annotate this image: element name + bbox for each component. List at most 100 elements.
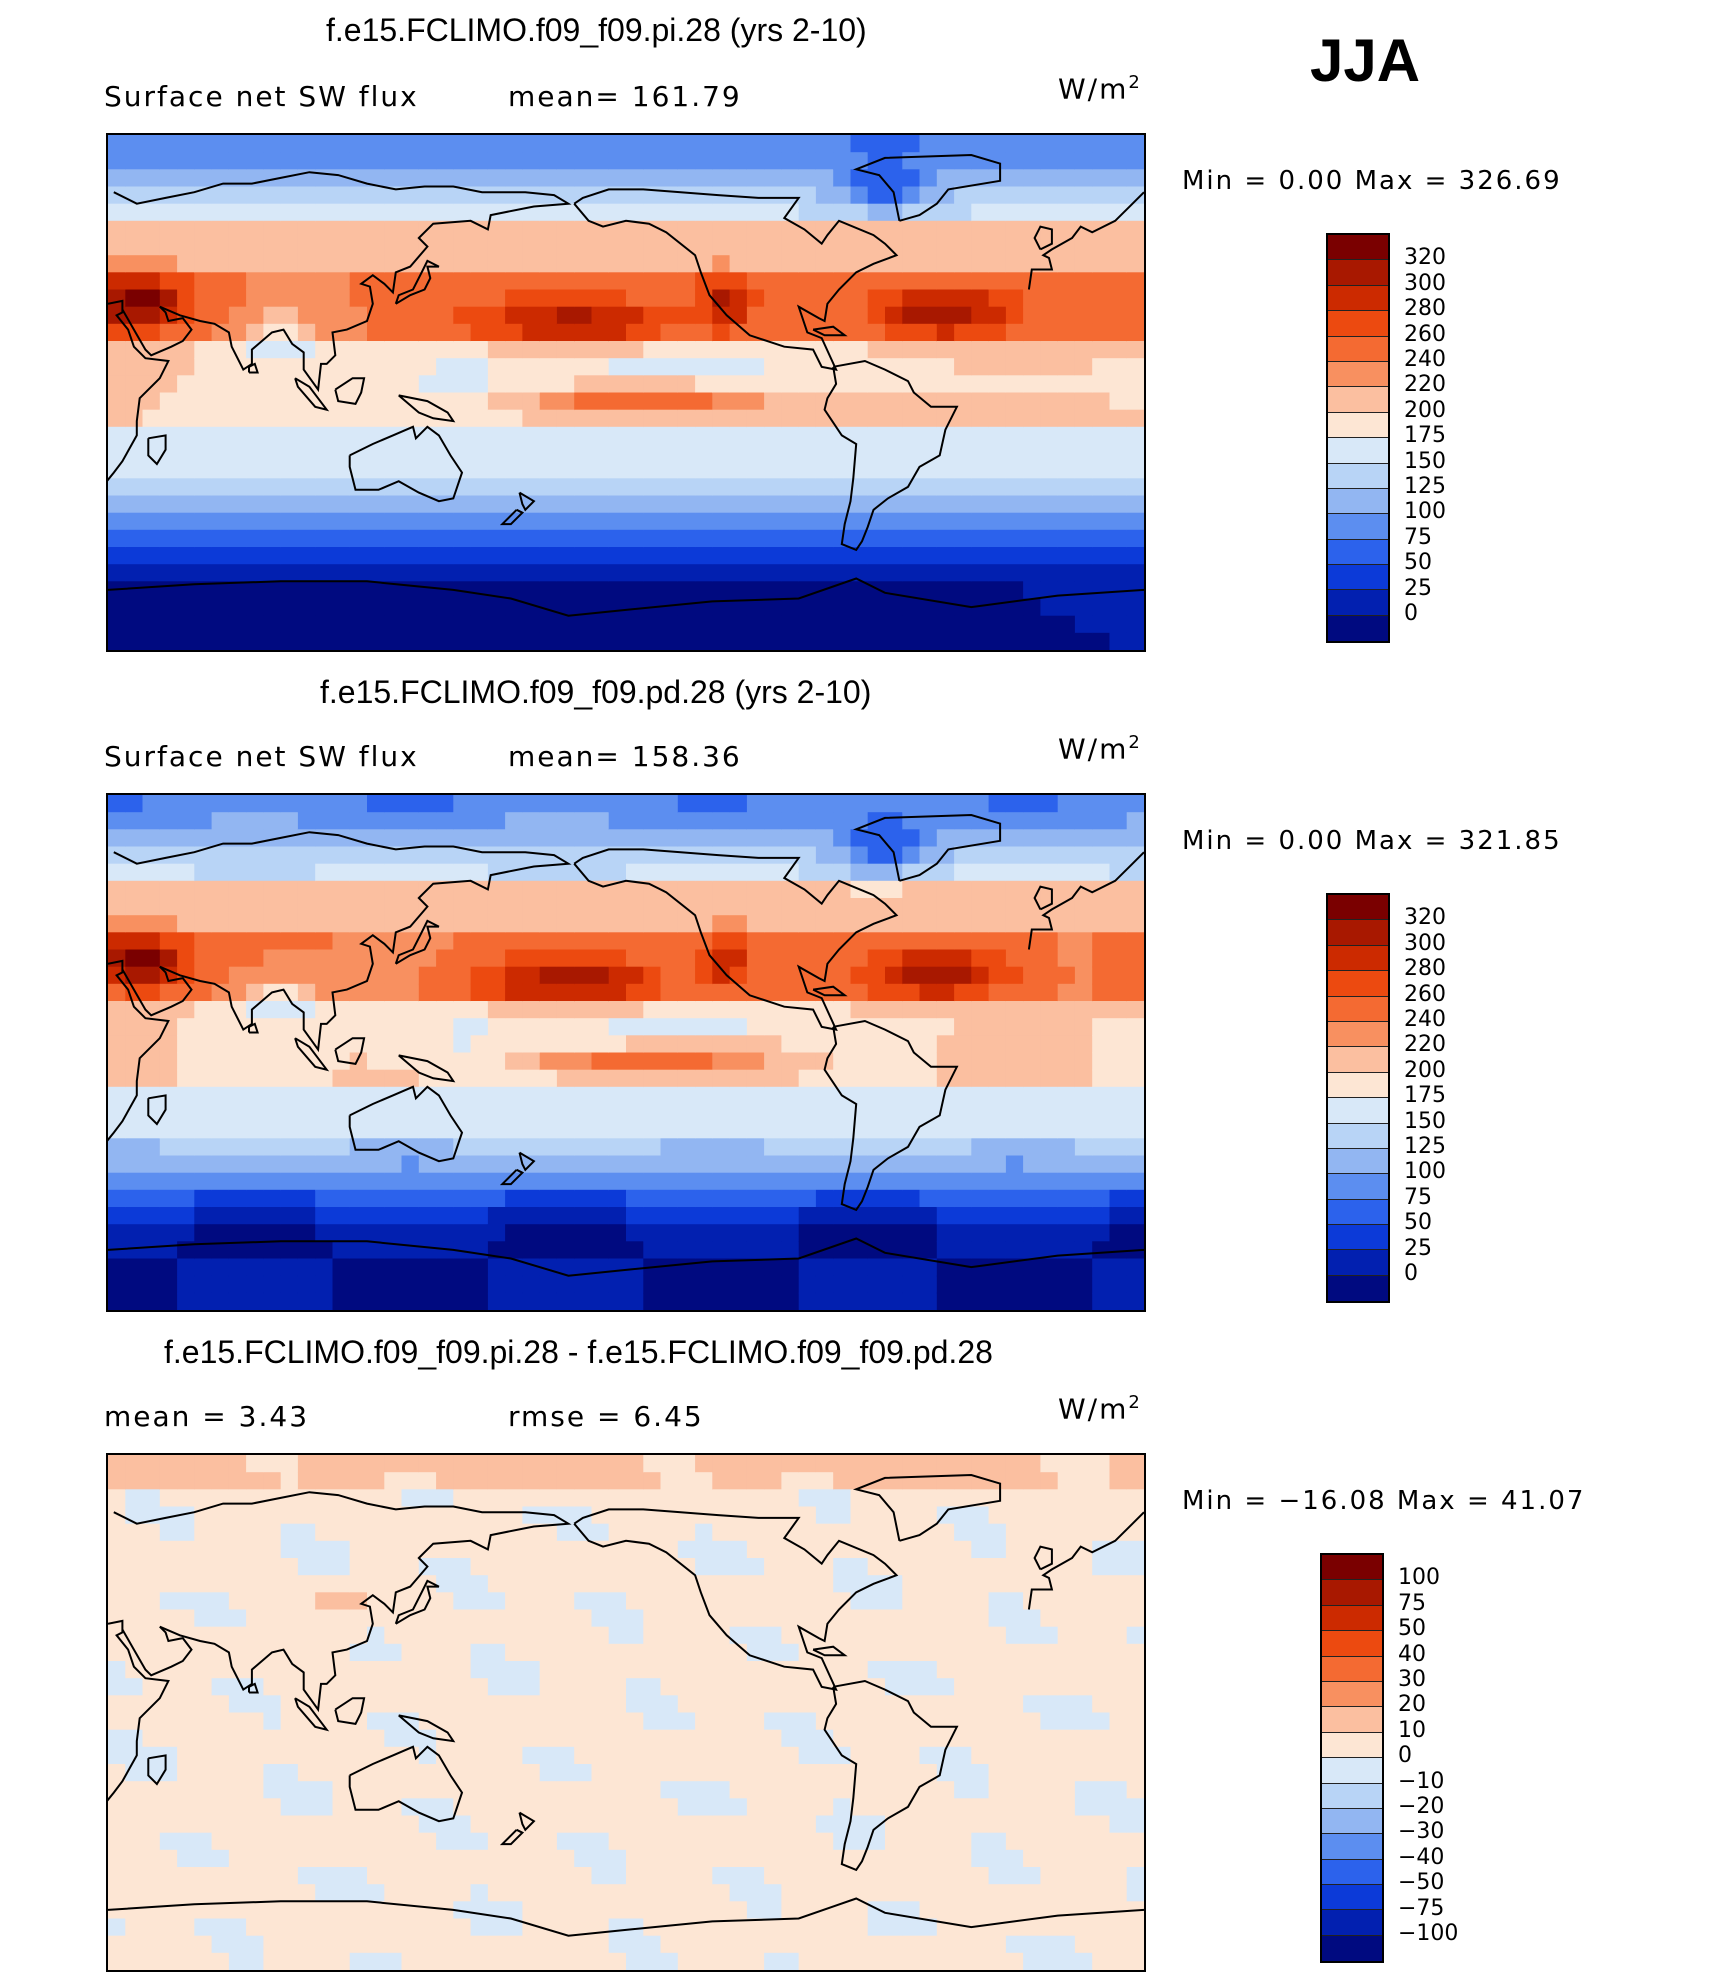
colorbar-tick-label: 100 [1404,1159,1446,1185]
colorbar-tick-label: 0 [1398,1743,1412,1769]
colorbar-tick-label: −40 [1398,1844,1445,1870]
colorbar-tick-label: −10 [1398,1768,1445,1794]
colorbar-tick-label: 40 [1398,1641,1426,1667]
colorbar-swatch [1328,1098,1388,1124]
colorbar-swatch [1328,1123,1388,1149]
colorbar-swatch [1322,1631,1382,1657]
colorbar-swatch [1328,1072,1388,1099]
colorbar-tick-label: 30 [1398,1667,1426,1692]
colorbar-swatch [1328,463,1388,489]
colorbar-swatch [1322,1707,1382,1733]
colorbar-swatch [1322,1885,1382,1911]
colorbar-swatch [1328,895,1388,921]
panel-1-mean-label: mean= 161.79 [508,80,742,113]
colorbar-swatch [1328,285,1388,312]
colorbar-tick-label: 20 [1398,1692,1426,1718]
colorbar-swatch [1322,1758,1382,1784]
colorbar-swatch [1322,1580,1382,1606]
colorbar-tick-label: 25 [1404,575,1432,601]
colorbar-tick-label: 175 [1404,423,1446,449]
colorbar-swatch [1328,1021,1388,1048]
colorbar-swatch [1328,539,1388,566]
colorbar-swatch [1328,945,1388,972]
colorbar-tick-label: 150 [1404,1108,1446,1134]
season-label: JJA [1310,27,1421,94]
panel-3-rmse-label: rmse = 6.45 [508,1400,704,1433]
colorbar-tick-label: 280 [1404,296,1446,322]
panel-1-min-max: Min = 0.00 Max = 326.69 [1182,166,1562,196]
coastlines [108,813,1144,1277]
panel-1-map [106,133,1146,652]
colorbar-tick-label: 200 [1404,1057,1446,1083]
colorbar-tick-label: 25 [1404,1235,1432,1261]
coastlines [108,153,1144,617]
panel-1-title: f.e15.FCLIMO.f09_f09.pi.28 (yrs 2-10) [326,12,867,48]
colorbar-swatch [1322,1910,1382,1936]
colorbar-swatch [1328,387,1388,413]
coastlines [108,1473,1144,1937]
colorbar-swatch [1328,920,1388,946]
colorbar-swatch [1328,1199,1388,1226]
colorbar-tick-label: 200 [1404,397,1446,423]
colorbar-tick-label: 320 [1404,905,1446,931]
colorbar-swatch [1328,235,1388,261]
colorbar-swatch [1328,1275,1388,1302]
panel-2-units: W/m2 [1058,732,1142,766]
panel-3-colorbar [1320,1553,1384,1964]
panel-2-min-max: Min = 0.00 Max = 321.85 [1182,826,1562,856]
colorbar-swatch [1328,1148,1388,1175]
colorbar-swatch [1322,1935,1382,1962]
colorbar-swatch [1328,438,1388,464]
colorbar-swatch [1322,1732,1382,1759]
colorbar-swatch [1322,1834,1382,1860]
colorbar-swatch [1328,1174,1388,1200]
colorbar-swatch [1322,1783,1382,1809]
map-field [108,795,1144,1310]
colorbar-tick-label: 100 [1404,499,1446,525]
colorbar-swatch [1328,996,1388,1022]
colorbar-tick-label: 0 [1404,1261,1418,1286]
colorbar-tick-label: 240 [1404,347,1446,372]
colorbar-tick-label: −75 [1398,1895,1445,1921]
panel-3-title: f.e15.FCLIMO.f09_f09.pi.28 - f.e15.FCLIM… [164,1334,993,1370]
panel-2-colorbar [1326,893,1390,1304]
colorbar-swatch [1328,565,1388,591]
colorbar-tick-label: 300 [1404,930,1446,956]
colorbar-tick-label: 260 [1404,981,1446,1007]
colorbar-tick-label: 280 [1404,956,1446,982]
colorbar-swatch [1328,1250,1388,1276]
colorbar-swatch [1328,311,1388,337]
panel-3-units: W/m2 [1058,1392,1142,1426]
colorbar-tick-label: 0 [1404,601,1418,626]
colorbar-tick-label: −20 [1398,1794,1445,1819]
colorbar-tick-label: 320 [1404,245,1446,271]
colorbar-tick-label: 75 [1404,524,1432,550]
panel-3-map [106,1453,1146,1972]
colorbar-swatch [1322,1656,1382,1682]
colorbar-tick-label: 260 [1404,321,1446,347]
panel-1-units: W/m2 [1058,72,1142,106]
panel-1-variable-label: Surface net SW flux [104,80,419,113]
colorbar-tick-label: 175 [1404,1083,1446,1109]
colorbar-swatch [1322,1859,1382,1886]
panel-1-colorbar [1326,233,1390,644]
colorbar-swatch [1328,260,1388,286]
colorbar-swatch [1328,361,1388,388]
colorbar-tick-label: 10 [1398,1717,1426,1743]
colorbar-tick-label: 220 [1404,372,1446,398]
panel-3-min-max: Min = −16.08 Max = 41.07 [1182,1486,1586,1516]
colorbar-swatch [1328,488,1388,515]
colorbar-swatch [1328,514,1388,540]
colorbar-swatch [1322,1555,1382,1581]
colorbar-tick-label: 50 [1398,1616,1426,1642]
colorbar-tick-label: 150 [1404,448,1446,474]
colorbar-swatch [1328,590,1388,616]
panel-2-mean-label: mean= 158.36 [508,740,742,773]
colorbar-tick-label: 50 [1404,550,1432,576]
colorbar-swatch [1328,615,1388,642]
colorbar-swatch [1328,971,1388,997]
colorbar-swatch [1328,412,1388,439]
colorbar-tick-label: 300 [1404,270,1446,296]
colorbar-swatch [1328,1225,1388,1251]
colorbar-tick-label: −30 [1398,1819,1445,1845]
